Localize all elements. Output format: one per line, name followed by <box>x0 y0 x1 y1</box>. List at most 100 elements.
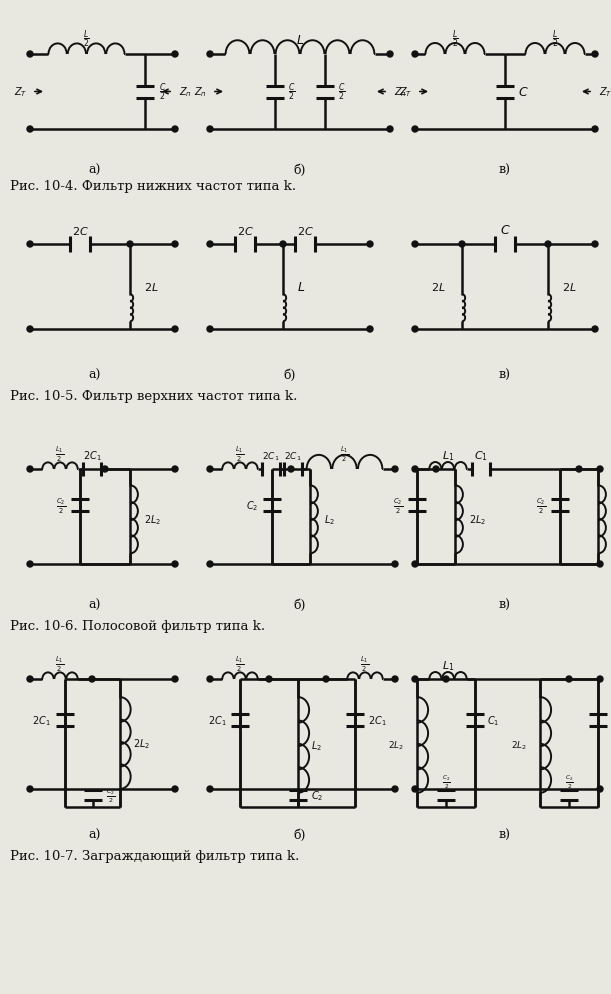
Circle shape <box>89 676 95 682</box>
Circle shape <box>566 676 572 682</box>
Circle shape <box>27 786 33 792</box>
Circle shape <box>280 242 286 248</box>
Text: $L_2$: $L_2$ <box>324 513 335 527</box>
Text: Рис. 10-7. Заграждающий фильтр типа k.: Рис. 10-7. Заграждающий фильтр типа k. <box>10 850 299 863</box>
Circle shape <box>392 466 398 472</box>
Circle shape <box>412 466 418 472</box>
Text: $\frac{L_1}{2}$: $\frac{L_1}{2}$ <box>340 443 349 463</box>
Circle shape <box>207 676 213 682</box>
Text: $\frac{C_2}{2}$: $\frac{C_2}{2}$ <box>565 772 574 790</box>
Text: $\frac{L_1}{2}$: $\frac{L_1}{2}$ <box>235 443 244 463</box>
Text: $Z_п$: $Z_п$ <box>179 85 192 99</box>
Circle shape <box>207 127 213 133</box>
Circle shape <box>387 127 393 133</box>
Text: $\frac{L}{2}$: $\frac{L}{2}$ <box>452 28 458 50</box>
Text: $2C$: $2C$ <box>236 225 254 237</box>
Text: Рис. 10-5. Фильтр верхних частот типа k.: Рис. 10-5. Фильтр верхних частот типа k. <box>10 390 298 404</box>
Text: $\frac{C}{2}$: $\frac{C}{2}$ <box>159 82 166 103</box>
Circle shape <box>27 52 33 58</box>
Text: $\frac{L_1}{2}$: $\frac{L_1}{2}$ <box>235 654 244 673</box>
Text: $\frac{C_2}{2}$: $\frac{C_2}{2}$ <box>393 496 403 515</box>
Circle shape <box>266 676 272 682</box>
Text: $\frac{L_1}{2}$: $\frac{L_1}{2}$ <box>56 654 65 673</box>
Circle shape <box>387 52 393 58</box>
Circle shape <box>545 242 551 248</box>
Circle shape <box>207 242 213 248</box>
Text: $L_1$: $L_1$ <box>442 658 454 672</box>
Circle shape <box>412 127 418 133</box>
Circle shape <box>288 466 294 472</box>
Text: $Z_T$: $Z_T$ <box>398 85 412 99</box>
Text: $2L$: $2L$ <box>562 281 577 293</box>
Text: Рис. 10-4. Фильтр нижних частот типа k.: Рис. 10-4. Фильтр нижних частот типа k. <box>10 180 296 193</box>
Text: в): в) <box>499 828 511 841</box>
Circle shape <box>592 242 598 248</box>
Circle shape <box>102 466 108 472</box>
Circle shape <box>592 327 598 333</box>
Text: $2C_1$: $2C_1$ <box>32 714 51 728</box>
Circle shape <box>27 676 33 682</box>
Text: $\frac{L_1}{2}$: $\frac{L_1}{2}$ <box>56 443 65 463</box>
Circle shape <box>172 327 178 333</box>
Circle shape <box>576 466 582 472</box>
Text: $C$: $C$ <box>500 225 510 238</box>
Text: $2L_2$: $2L_2$ <box>133 737 150 750</box>
Text: $L_2$: $L_2$ <box>311 739 322 752</box>
Text: $\frac{C_2}{2}$: $\frac{C_2}{2}$ <box>106 786 115 804</box>
Text: $\frac{L}{2}$: $\frac{L}{2}$ <box>552 28 558 50</box>
Text: $Z_T$: $Z_T$ <box>13 85 27 99</box>
Circle shape <box>367 242 373 248</box>
Text: $L$: $L$ <box>296 35 304 48</box>
Text: а): а) <box>89 828 101 841</box>
Text: а): а) <box>89 368 101 381</box>
Circle shape <box>172 52 178 58</box>
Circle shape <box>392 676 398 682</box>
Text: а): а) <box>89 163 101 176</box>
Circle shape <box>27 242 33 248</box>
Circle shape <box>207 52 213 58</box>
Text: $Z_п$: $Z_п$ <box>394 85 407 99</box>
Circle shape <box>592 127 598 133</box>
Text: б): б) <box>294 163 306 176</box>
Text: в): в) <box>499 163 511 176</box>
Circle shape <box>412 676 418 682</box>
Text: $2C$: $2C$ <box>296 225 313 237</box>
Text: в): в) <box>499 368 511 381</box>
Text: $2C$: $2C$ <box>71 225 89 237</box>
Text: $C_2$: $C_2$ <box>246 499 258 513</box>
Circle shape <box>172 786 178 792</box>
Circle shape <box>323 676 329 682</box>
Circle shape <box>172 466 178 472</box>
Text: $2L_2$: $2L_2$ <box>144 513 161 527</box>
Text: $Z_T$: $Z_T$ <box>599 85 611 99</box>
Circle shape <box>127 242 133 248</box>
Circle shape <box>443 676 449 682</box>
Text: а): а) <box>89 598 101 611</box>
Circle shape <box>172 242 178 248</box>
Circle shape <box>172 127 178 133</box>
Text: $2C_1$: $2C_1$ <box>208 714 227 728</box>
Circle shape <box>392 786 398 792</box>
Circle shape <box>27 327 33 333</box>
Circle shape <box>459 242 465 248</box>
Text: $2L_2$: $2L_2$ <box>469 513 486 527</box>
Circle shape <box>412 786 418 792</box>
Circle shape <box>412 562 418 568</box>
Circle shape <box>433 466 439 472</box>
Circle shape <box>207 786 213 792</box>
Circle shape <box>597 786 603 792</box>
Circle shape <box>392 562 398 568</box>
Text: $L$: $L$ <box>297 280 306 293</box>
Text: $\frac{C_2}{2}$: $\frac{C_2}{2}$ <box>536 496 546 515</box>
Text: $L_1$: $L_1$ <box>442 448 454 462</box>
Text: $2C_1$: $2C_1$ <box>368 714 387 728</box>
Text: $\frac{L}{2}$: $\frac{L}{2}$ <box>83 28 90 50</box>
Circle shape <box>412 242 418 248</box>
Text: б): б) <box>284 368 296 381</box>
Text: $C_2$: $C_2$ <box>311 788 323 802</box>
Circle shape <box>412 327 418 333</box>
Text: в): в) <box>499 598 511 611</box>
Text: $\frac{C}{2}$: $\frac{C}{2}$ <box>338 82 345 103</box>
Circle shape <box>207 562 213 568</box>
Circle shape <box>172 562 178 568</box>
